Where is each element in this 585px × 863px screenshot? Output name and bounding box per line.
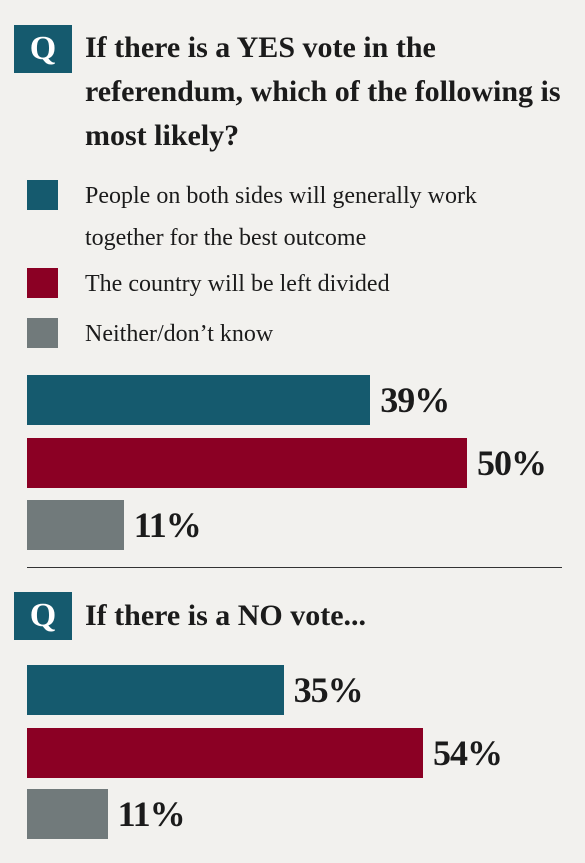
legend-swatch	[27, 268, 58, 298]
question-badge: Q	[14, 25, 72, 73]
value-label: 54%	[433, 733, 503, 773]
separator	[27, 567, 562, 568]
legend-label: Neither/don’t know	[85, 321, 274, 347]
bar	[27, 375, 371, 425]
bar	[27, 789, 108, 839]
legend-label: The country will be left divided	[85, 271, 390, 297]
bar	[27, 500, 124, 550]
value-label: 11%	[117, 794, 186, 834]
legend-swatch	[27, 318, 58, 348]
value-label: 11%	[133, 505, 202, 545]
legend-swatch	[27, 180, 58, 210]
chart-title: If there is a NO vote...	[85, 599, 367, 632]
bar	[27, 665, 284, 715]
bar	[27, 438, 467, 488]
value-label: 35%	[293, 670, 364, 710]
bar	[27, 728, 423, 778]
value-label: 50%	[477, 443, 547, 483]
question-badge: Q	[14, 592, 72, 640]
value-label: 39%	[380, 380, 450, 420]
chart-title: If there is a YES vote in the referendum…	[85, 31, 561, 152]
legend-label: People on both sides will generally work…	[85, 183, 477, 251]
